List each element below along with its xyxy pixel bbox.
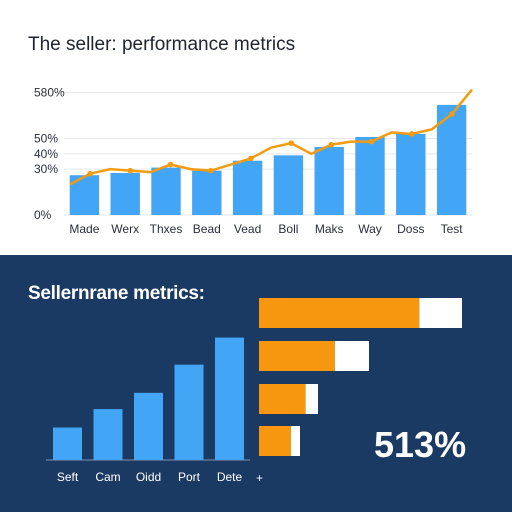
y-tick-label: 30% — [34, 162, 58, 176]
x-tick-label: Test — [441, 222, 464, 236]
bar — [215, 337, 244, 460]
hbar — [259, 384, 306, 414]
hbar-remainder — [334, 341, 369, 371]
x-tick-label: Vead — [234, 222, 261, 236]
bar — [174, 364, 204, 460]
y-tick-label: 40% — [34, 147, 58, 161]
x-tick-label: Werx — [111, 222, 139, 236]
line-point — [408, 131, 415, 137]
hbar — [259, 341, 335, 371]
x-tick-label: Maks — [315, 222, 344, 236]
x-tick-label: Bead — [193, 222, 221, 236]
hbar — [259, 426, 291, 456]
bar — [192, 170, 222, 215]
line-point — [288, 140, 294, 146]
bar — [314, 146, 344, 215]
line-point — [207, 167, 214, 174]
y-tick-label: 580% — [34, 86, 65, 100]
bar — [93, 409, 123, 460]
bar — [232, 160, 263, 215]
bar — [396, 133, 426, 215]
bar — [134, 392, 163, 460]
bar — [273, 155, 304, 215]
kpi-value: 513% — [374, 424, 467, 465]
x-tick-label: Cam — [95, 470, 120, 484]
x-tick-label: Seft — [57, 470, 79, 484]
bar — [151, 167, 181, 215]
hbar — [259, 298, 420, 328]
y-tick-label: 50% — [34, 132, 58, 146]
line-point — [328, 141, 335, 148]
bar — [355, 137, 385, 215]
hbar-remainder — [290, 426, 300, 456]
bottom-panel — [0, 255, 512, 512]
y-tick-label: 0% — [34, 208, 52, 222]
line-point — [127, 167, 134, 174]
line-point — [167, 161, 174, 168]
bar — [110, 172, 140, 215]
series-line — [69, 88, 473, 186]
bottom-chart-title: Sellernrane metrics: — [28, 283, 205, 304]
x-tick-label: Boll — [278, 222, 298, 236]
x-tick-label: Port — [178, 470, 201, 484]
bar — [53, 427, 82, 460]
line-point — [87, 170, 93, 177]
x-tick-label: Made — [69, 222, 99, 236]
line-point — [449, 111, 455, 117]
hbar-remainder — [305, 384, 318, 414]
chart-title: The seller: performance metrics — [28, 34, 296, 55]
x-tick-label: Doss — [397, 222, 424, 236]
line-point — [368, 138, 375, 145]
line-point — [248, 155, 254, 162]
x-tick-label: Thxes — [150, 222, 183, 236]
hbar-remainder — [419, 298, 462, 328]
plus-sign: + — [256, 471, 264, 485]
x-tick-label: Dete — [217, 470, 243, 484]
x-tick-label: Oidd — [136, 470, 161, 484]
x-tick-label: Way — [358, 222, 382, 236]
